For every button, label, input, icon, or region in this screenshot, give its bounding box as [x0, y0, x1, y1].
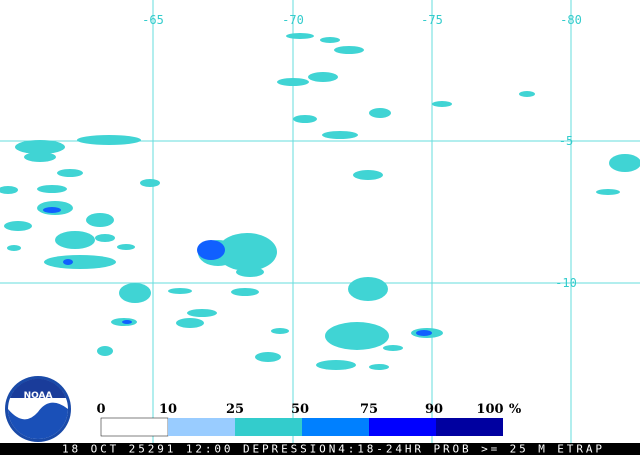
longitude-label: -80: [560, 13, 582, 27]
longitude-label: -75: [421, 13, 443, 27]
legend-unit: %: [509, 402, 522, 417]
legend-label: 25: [226, 402, 244, 417]
legend-label: 50: [291, 402, 309, 417]
probability-areas: [0, 33, 640, 370]
legend: 0 10 25 50 75 90 100 %: [96, 402, 522, 437]
longitude-label: -65: [142, 13, 164, 27]
footer-text: 18 OCT 25291 12:00 DEPRESSION4:18-24HR P…: [62, 443, 602, 455]
logo-text: NOAA: [24, 391, 53, 401]
noaa-logo: NOAA: [5, 376, 71, 442]
footer-bar: [0, 443, 640, 455]
legend-label: 75: [360, 402, 378, 417]
legend-label: 0: [96, 402, 105, 417]
latitude-label: -10: [555, 276, 577, 290]
legend-label: 90: [425, 402, 443, 417]
legend-label: 100: [476, 402, 503, 417]
latitude-label: -5: [559, 134, 573, 148]
longitude-label: -70: [282, 13, 304, 27]
legend-label: 10: [159, 402, 177, 417]
